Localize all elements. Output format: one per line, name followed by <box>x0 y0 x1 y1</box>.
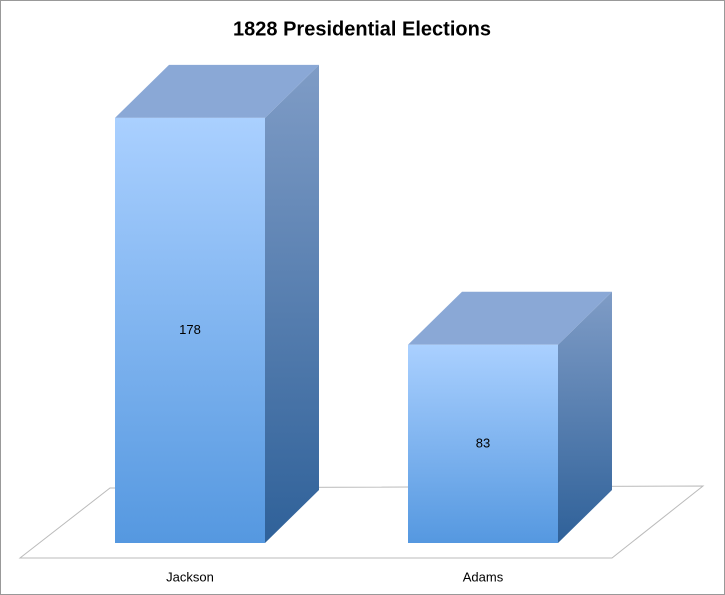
bar-side <box>558 291 612 543</box>
bar-front <box>115 117 265 543</box>
chart-title: 1828 Presidential Elections <box>233 18 491 40</box>
bar-side <box>265 64 319 543</box>
bar-front <box>408 344 558 543</box>
x-tick-label: Jackson <box>166 569 214 584</box>
bar <box>115 64 319 543</box>
bar-top <box>408 291 612 345</box>
data-label: 178 <box>179 322 201 337</box>
bar-top <box>115 64 319 118</box>
x-tick-label: Adams <box>463 569 504 584</box>
data-label: 83 <box>476 435 490 450</box>
bar <box>408 291 612 543</box>
